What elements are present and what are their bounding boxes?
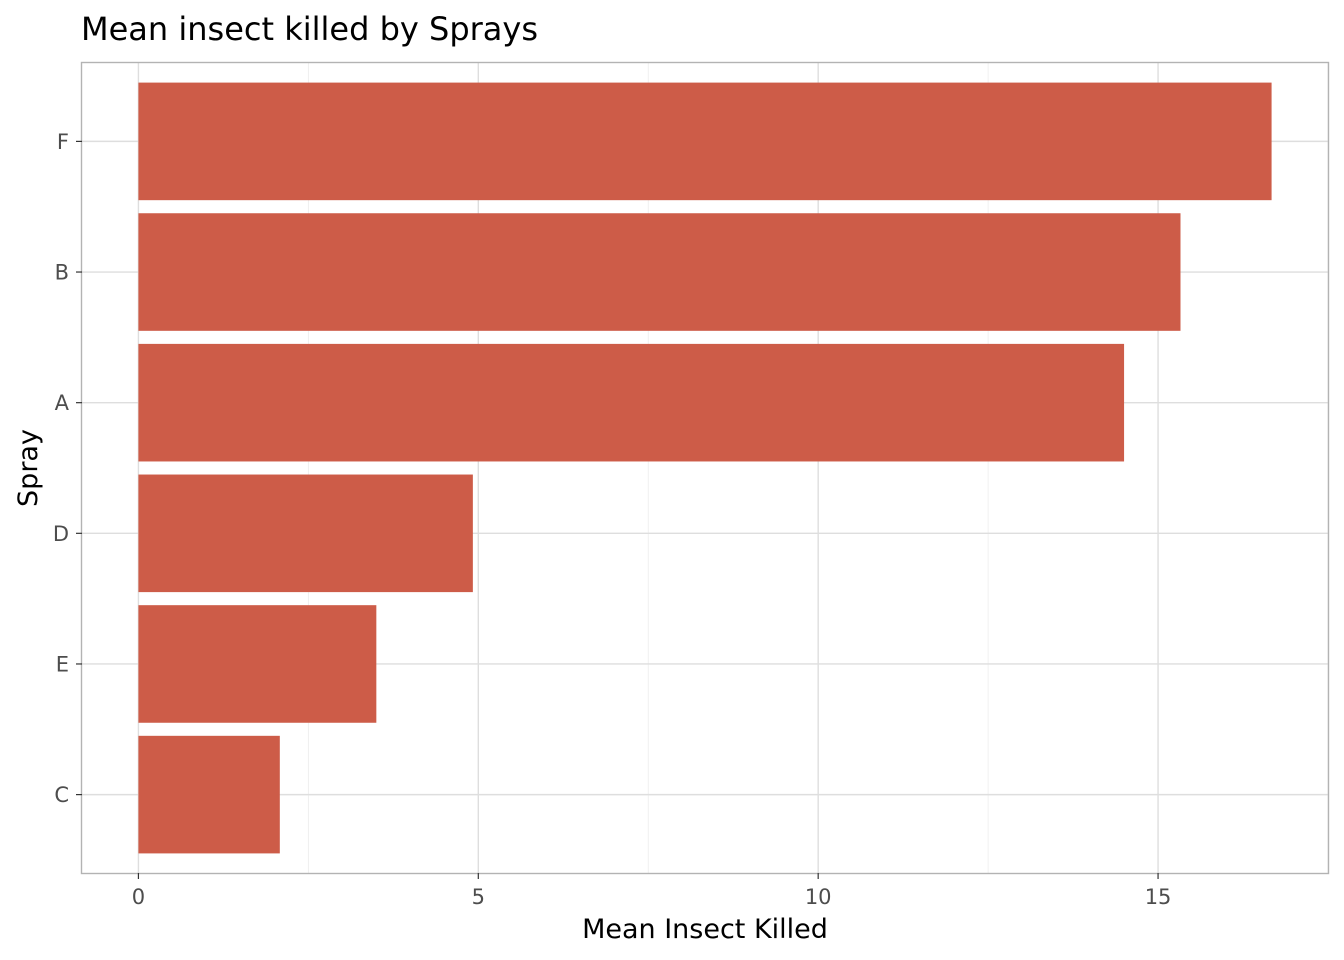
bars <box>138 82 1272 854</box>
bar-f <box>138 82 1272 201</box>
y-tick-label-f: F <box>57 130 69 154</box>
y-axis-title: Spray <box>13 429 44 507</box>
x-tick-label: 10 <box>805 885 832 909</box>
bar-b <box>138 213 1181 331</box>
x-tick-label: 15 <box>1145 885 1172 909</box>
y-axis: F B A D E C <box>53 130 82 807</box>
bar-d <box>138 474 473 593</box>
bar-c <box>138 735 280 854</box>
y-tick-label-c: C <box>54 783 69 807</box>
bar-a <box>138 343 1125 462</box>
chart-title: Mean insect killed by Sprays <box>81 10 538 48</box>
x-tick-label: 0 <box>132 885 145 909</box>
bar-e <box>138 605 377 723</box>
panel-border <box>80 61 1330 875</box>
x-axis: 0 5 10 15 <box>132 873 1172 909</box>
y-tick-label-e: E <box>56 652 69 676</box>
y-tick-label-b: B <box>55 261 69 285</box>
y-tick-label-a: A <box>55 391 70 415</box>
x-tick-label: 5 <box>472 885 485 909</box>
y-tick-label-d: D <box>53 522 69 546</box>
x-axis-title: Mean Insect Killed <box>582 914 828 945</box>
